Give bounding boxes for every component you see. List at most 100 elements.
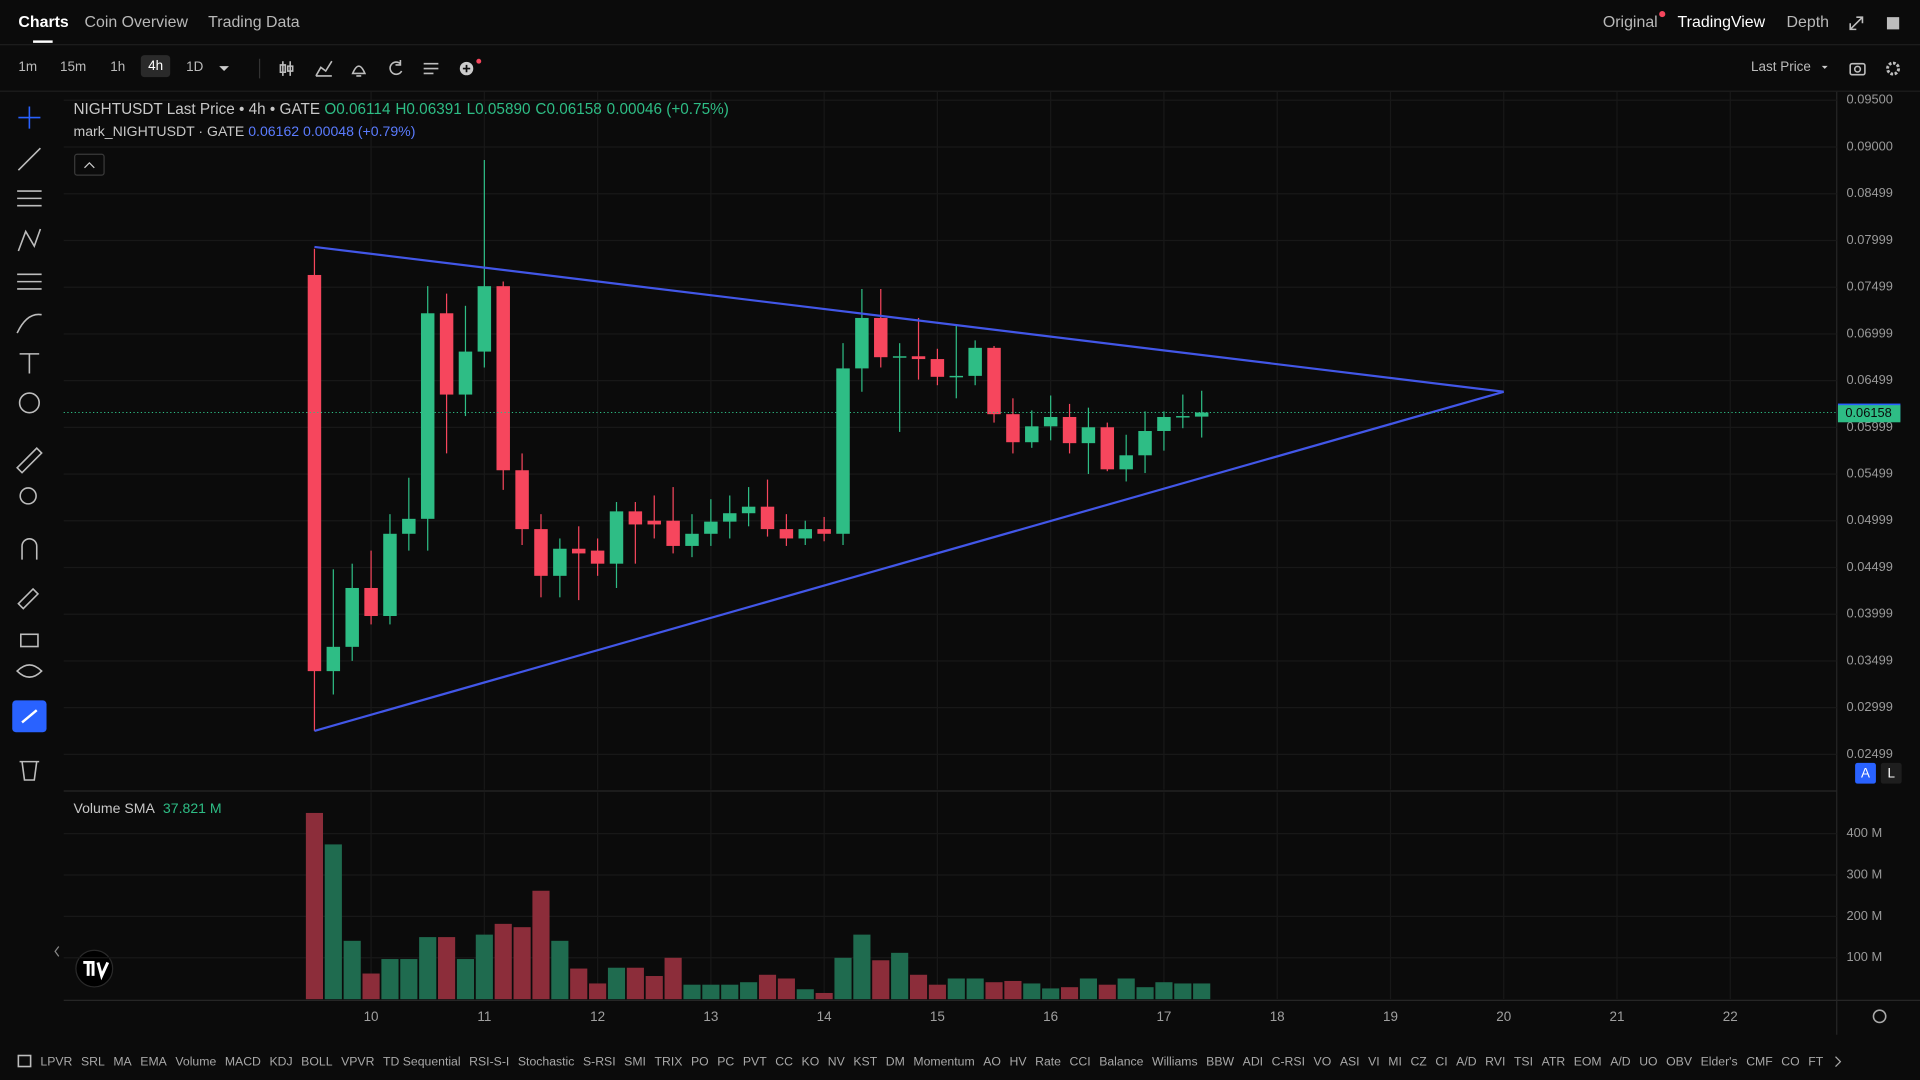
interval[interactable]: 1m <box>18 60 38 75</box>
collapse-button[interactable] <box>74 153 105 176</box>
nav-icons[interactable] <box>1847 12 1908 34</box>
calendar-icon[interactable] <box>0 1052 32 1072</box>
hide-tool[interactable] <box>16 664 43 678</box>
lock-tool[interactable] <box>20 633 39 648</box>
indicator[interactable]: CC <box>775 1054 793 1069</box>
indicator[interactable]: Rate <box>1035 1054 1061 1069</box>
emoji-tool[interactable] <box>18 392 40 414</box>
indicator[interactable]: PO <box>690 1054 709 1069</box>
indicator[interactable]: BOLL <box>301 1054 333 1069</box>
indicator[interactable]: MACD <box>224 1054 261 1069</box>
indicator[interactable]: BBW <box>1206 1054 1235 1069</box>
indicator[interactable]: CI <box>1435 1054 1448 1069</box>
pattern-tool[interactable] <box>17 228 42 252</box>
interval[interactable]: 1h <box>110 60 126 75</box>
fib-tool[interactable] <box>17 273 42 290</box>
indicator[interactable]: EMA <box>140 1054 167 1069</box>
indicator[interactable]: Elder's <box>1700 1054 1738 1069</box>
indicator[interactable]: AO <box>983 1054 1001 1069</box>
indicator[interactable]: PC <box>717 1054 735 1069</box>
indicator[interactable]: A/D <box>1456 1054 1477 1069</box>
indicator[interactable]: PVT <box>742 1054 767 1069</box>
settings-icon[interactable] <box>1886 61 1901 76</box>
indicator[interactable]: DM <box>885 1054 905 1069</box>
view-tab[interactable]: Depth <box>1786 12 1830 31</box>
replay-icon[interactable] <box>389 60 403 76</box>
indicator[interactable]: FT <box>1808 1054 1824 1069</box>
indicator[interactable]: VI <box>1368 1054 1380 1069</box>
more-icon[interactable] <box>1832 1054 1844 1069</box>
time-settings-icon[interactable] <box>1872 1009 1887 1024</box>
indicator[interactable]: VO <box>1313 1054 1332 1069</box>
indicator-icon[interactable] <box>315 60 333 77</box>
indicator[interactable]: NV <box>827 1054 845 1069</box>
indicator[interactable]: Stochastic <box>517 1054 575 1069</box>
price-source[interactable]: Last Price <box>1751 60 1811 75</box>
axis-button[interactable] <box>1880 762 1902 784</box>
interval[interactable]: 4h <box>140 55 171 78</box>
indicator[interactable]: OBV <box>1666 1054 1692 1069</box>
interval[interactable]: 15m <box>60 60 87 75</box>
indicator[interactable]: Momentum <box>913 1054 975 1069</box>
nav-tab[interactable]: Charts <box>18 12 69 31</box>
indicator[interactable]: CMF <box>1746 1054 1773 1069</box>
indicator[interactable]: TRIX <box>654 1054 683 1069</box>
layout-icon[interactable] <box>1886 17 1900 30</box>
indicator[interactable]: RSI-S-I <box>469 1054 510 1069</box>
indicator[interactable]: SMI <box>624 1054 646 1069</box>
indicator[interactable]: MI <box>1388 1054 1402 1069</box>
interval[interactable]: 1D <box>186 60 204 75</box>
view-tab[interactable]: Original <box>1602 12 1658 31</box>
lock-draw-tool[interactable] <box>17 587 40 610</box>
indicator[interactable]: KST <box>853 1054 878 1069</box>
indicator[interactable]: Williams <box>1152 1054 1198 1069</box>
indicator[interactable]: LPVR <box>40 1054 73 1069</box>
indicator[interactable]: RVI <box>1485 1054 1506 1069</box>
tool-icons[interactable] <box>214 55 496 82</box>
nav-tab[interactable]: Coin Overview <box>84 12 188 31</box>
template-icon[interactable] <box>423 62 439 75</box>
indicator[interactable]: CO <box>1781 1054 1800 1069</box>
delete-tool[interactable] <box>19 760 40 781</box>
indicator[interactable]: HV <box>1009 1054 1027 1069</box>
line-tool[interactable] <box>17 147 41 171</box>
axis-button[interactable] <box>1855 762 1876 784</box>
indicator[interactable]: S-RSI <box>582 1054 616 1069</box>
channel-tool[interactable] <box>17 190 42 207</box>
zoom-tool[interactable] <box>19 487 37 505</box>
caret[interactable] <box>219 66 229 72</box>
indicator[interactable]: Balance <box>1099 1054 1144 1069</box>
nav-tab[interactable]: Trading Data <box>208 12 300 31</box>
indicator[interactable]: ADI <box>1242 1054 1264 1069</box>
indicator[interactable]: ASI <box>1339 1054 1360 1069</box>
text-tool[interactable] <box>19 353 40 374</box>
crosshair-tool[interactable] <box>18 106 41 129</box>
candles-icon[interactable] <box>279 61 294 76</box>
indicator[interactable]: TSI <box>1513 1054 1534 1069</box>
indicator[interactable]: CZ <box>1410 1054 1427 1069</box>
camera-icon[interactable] <box>1849 62 1866 76</box>
indicator[interactable]: Volume <box>175 1054 217 1069</box>
caret[interactable] <box>1821 65 1828 69</box>
indicator[interactable]: A/D <box>1610 1054 1631 1069</box>
indicator[interactable]: MA <box>113 1054 132 1069</box>
indicator[interactable]: KO <box>801 1054 820 1069</box>
magnet-tool[interactable] <box>21 538 38 560</box>
view-tab[interactable]: TradingView <box>1677 12 1766 31</box>
expand-arrow[interactable] <box>54 946 60 957</box>
brush-tool[interactable] <box>16 313 42 334</box>
indicator[interactable]: UO <box>1639 1054 1658 1069</box>
toolbar-right-icons[interactable] <box>1816 58 1908 80</box>
indicator[interactable]: VPVR <box>341 1054 375 1069</box>
candle-body <box>383 533 397 617</box>
indicator[interactable]: CCI <box>1069 1054 1091 1069</box>
indicator[interactable]: ATR <box>1541 1054 1566 1069</box>
indicator[interactable]: TD Sequential <box>382 1054 461 1069</box>
alert-icon[interactable] <box>351 65 367 77</box>
indicator[interactable]: SRL <box>80 1054 105 1069</box>
indicator[interactable]: C-RSI <box>1271 1054 1305 1069</box>
ruler-tool[interactable] <box>16 447 43 474</box>
indicator[interactable]: EOM <box>1573 1054 1602 1069</box>
expand-icon[interactable] <box>1849 16 1864 31</box>
indicator[interactable]: KDJ <box>269 1054 293 1069</box>
